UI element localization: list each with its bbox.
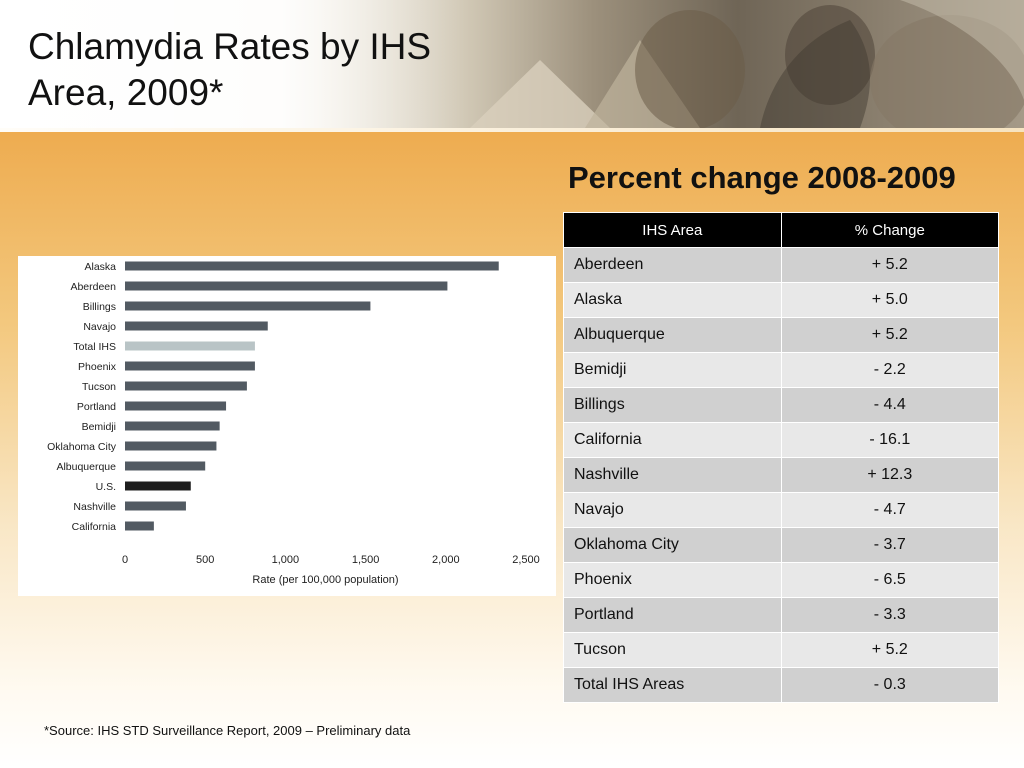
x-tick-label: 500 [196,554,214,566]
x-tick-label: 2,500 [512,554,540,566]
bar [125,361,255,371]
bar [125,441,217,451]
category-label: Aberdeen [70,281,116,293]
table-row: Portland - 3.3 [563,597,1000,633]
category-label: Portland [77,401,116,413]
cell-percent-change: - 4.4 [780,387,1000,423]
cell-percent-change: - 16.1 [780,422,1000,458]
cell-percent-change: - 4.7 [780,492,1000,528]
cell-ihs-area: Bemidji [563,352,782,388]
bar [125,341,255,351]
cell-percent-change: + 5.0 [780,282,1000,318]
cell-percent-change: - 3.3 [780,597,1000,633]
cell-ihs-area: California [563,422,782,458]
cell-percent-change: - 0.3 [780,667,1000,703]
x-tick-label: 0 [122,554,128,566]
category-label: California [72,521,117,533]
bar [125,281,448,291]
bar-chart-panel: Rate (per 100,000 population) Alaska Aber… [18,256,556,596]
cell-percent-change: + 12.3 [780,457,1000,493]
cell-percent-change: - 2.2 [780,352,1000,388]
category-label: Albuquerque [56,461,116,473]
bar [125,381,247,391]
cell-ihs-area: Total IHS Areas [563,667,782,703]
table-row: Albuquerque + 5.2 [563,317,1000,353]
category-label: Navajo [83,321,116,333]
cell-percent-change: - 3.7 [780,527,1000,563]
table-header-row: IHS Area % Change [563,212,1000,248]
category-label: Phoenix [78,361,117,373]
cell-ihs-area: Tucson [563,632,782,668]
x-tick-label: 1,000 [272,554,300,566]
cell-ihs-area: Phoenix [563,562,782,598]
category-label: Oklahoma City [47,441,117,453]
cell-percent-change: + 5.2 [780,247,1000,283]
table-row: Phoenix - 6.5 [563,562,1000,598]
bar [125,481,191,491]
cell-percent-change: + 5.2 [780,317,1000,353]
x-axis-label: Rate (per 100,000 population) [252,574,398,586]
cell-ihs-area: Billings [563,387,782,423]
bar-chart: Rate (per 100,000 population) Alaska Aber… [47,261,540,586]
table-body: Aberdeen + 5.2 Alaska + 5.0 Albuquerque + 5.2… [563,247,1000,703]
table-row: Bemidji - 2.2 [563,352,1000,388]
category-label: Total IHS [73,341,116,353]
x-tick-label: 1,500 [352,554,380,566]
table-row: Nashville + 12.3 [563,457,1000,493]
table-row: Oklahoma City - 3.7 [563,527,1000,563]
table-row: Aberdeen + 5.2 [563,247,1000,283]
cell-ihs-area: Oklahoma City [563,527,782,563]
table-row: Total IHS Areas - 0.3 [563,667,1000,703]
header-banner: Chlamydia Rates by IHS Area, 2009* [0,0,1024,128]
header-photo-collage [470,0,1024,128]
category-label: Billings [83,301,116,313]
category-label: U.S. [96,481,116,493]
cell-ihs-area: Nashville [563,457,782,493]
category-label: Nashville [73,501,116,513]
category-label: Bemidji [82,421,116,433]
bar [125,321,268,331]
cell-ihs-area: Aberdeen [563,247,782,283]
table-row: Navajo - 4.7 [563,492,1000,528]
bar [125,421,220,431]
table-row: California - 16.1 [563,422,1000,458]
column-header-area: IHS Area [563,212,782,248]
table-title: Percent change 2008-2009 [568,160,956,195]
table-row: Billings - 4.4 [563,387,1000,423]
cell-ihs-area: Alaska [563,282,782,318]
bar [125,401,227,411]
slide-title: Chlamydia Rates by IHS Area, 2009* [28,26,432,113]
source-note: *Source: IHS STD Surveillance Report, 20… [44,723,411,738]
x-tick-label: 2,000 [432,554,460,566]
cell-ihs-area: Albuquerque [563,317,782,353]
bar [125,521,154,531]
category-label: Tucson [82,381,116,393]
bar [125,461,206,471]
cell-percent-change: - 6.5 [780,562,1000,598]
column-header-change: % Change [780,212,1000,248]
bar [125,261,499,271]
table-row: Alaska + 5.0 [563,282,1000,318]
percent-change-table: IHS Area % Change Aberdeen + 5.2 Alaska + 5… [563,212,1000,703]
category-label: Alaska [84,261,116,273]
table-row: Tucson + 5.2 [563,632,1000,668]
bar [125,301,371,311]
cell-percent-change: + 5.2 [780,632,1000,668]
cell-ihs-area: Portland [563,597,782,633]
cell-ihs-area: Navajo [563,492,782,528]
header-divider [0,128,1024,132]
bar [125,501,186,511]
